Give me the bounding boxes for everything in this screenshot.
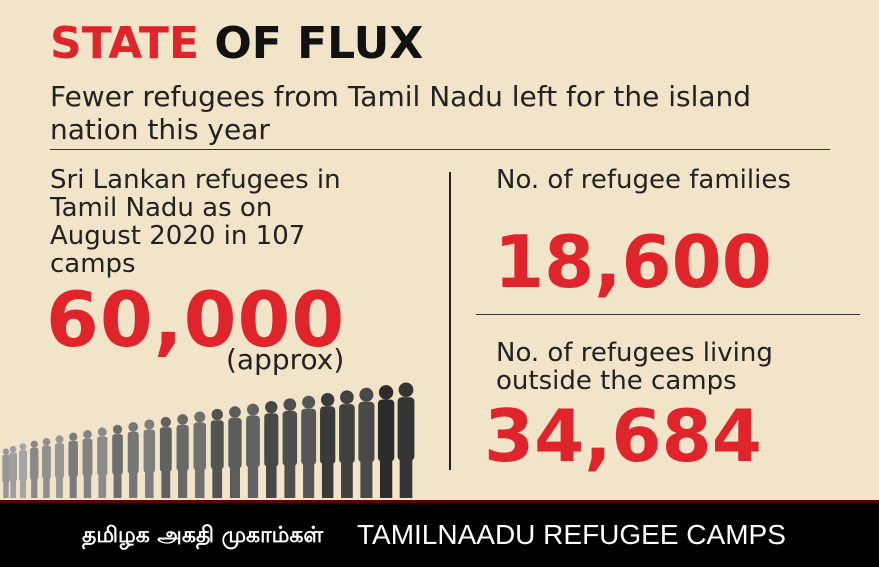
divider-horizontal [50,149,830,150]
person-silhouette [159,416,172,498]
person-silhouette [68,432,78,498]
refugees-count: 60,000 [46,275,346,364]
person-silhouette [377,385,395,498]
person-silhouette [127,422,139,498]
title-rest: OF FLUX [214,18,424,69]
page-title: STATE OF FLUX [50,22,423,66]
divider-vertical [449,172,451,470]
person-silhouette [42,437,51,498]
person-silhouette [176,414,189,498]
person-silhouette [30,440,39,498]
person-silhouette [301,395,317,498]
divider-right [476,314,860,315]
footer-tamil-text: தமிழக அகதி முகாம்கள் [82,523,324,548]
refugees-label: Sri Lankan refugees in Tamil Nadu as on … [50,165,341,279]
person-silhouette [397,382,415,498]
person-silhouette [143,419,156,498]
subtitle: Fewer refugees from Tamil Nadu left for … [50,80,752,146]
person-silhouette [193,411,207,498]
families-count: 18,600 [494,220,772,304]
person-silhouette [282,398,298,498]
person-silhouette [358,387,375,498]
person-silhouette [339,390,355,498]
person-silhouette [19,443,28,498]
person-silhouette [264,400,279,498]
person-silhouette [228,406,242,498]
families-label: No. of refugee families [496,165,791,195]
footer-bar: தமிழக அகதி முகாம்கள் TAMILNAADU REFUGEE … [0,500,879,567]
footer-english-text: TAMILNAADU REFUGEE CAMPS [357,519,786,550]
person-silhouette [54,435,65,498]
person-silhouette [82,430,93,498]
title-highlight: STATE [50,18,199,69]
outside-camps-label: No. of refugees living outside the camps [496,338,773,396]
person-silhouette [246,403,260,498]
infographic-panel: STATE OF FLUX Fewer refugees from Tamil … [0,0,879,500]
person-silhouette [320,393,336,498]
person-silhouette [9,445,17,498]
person-silhouette [2,448,10,498]
queue-of-people-illustration [2,382,415,498]
person-silhouette [97,427,108,498]
outside-camps-count: 34,684 [484,394,762,478]
approx-note: (approx) [226,343,345,376]
person-silhouette [210,408,224,498]
person-silhouette [112,424,123,498]
